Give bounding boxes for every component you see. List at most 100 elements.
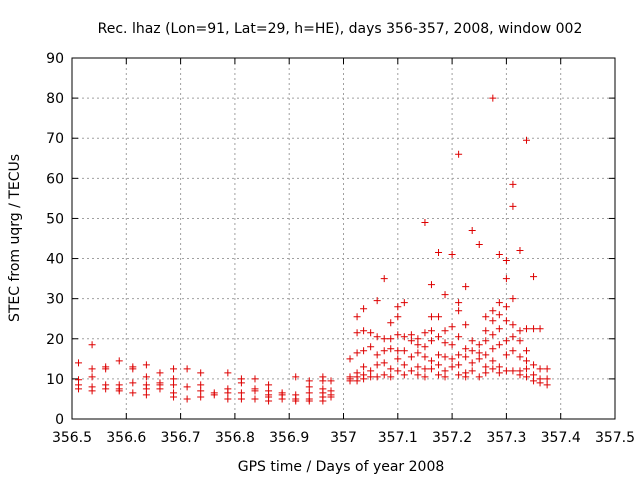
data-point [346, 355, 354, 363]
data-point [319, 397, 327, 405]
x-tick-label: 357.3 [486, 430, 526, 446]
data-point [407, 331, 415, 339]
data-point [462, 373, 470, 381]
data-point [530, 377, 538, 385]
data-point [170, 365, 178, 373]
data-point [360, 327, 368, 335]
data-point [522, 136, 530, 144]
data-point [414, 349, 422, 357]
data-point [489, 317, 497, 325]
data-point [502, 351, 510, 359]
data-point [489, 331, 497, 339]
data-point [489, 357, 497, 365]
data-point [536, 379, 544, 387]
data-point [142, 385, 150, 393]
data-point [142, 373, 150, 381]
x-tick-label: 356.6 [106, 430, 146, 446]
data-point [502, 275, 510, 283]
y-tick-label: 30 [46, 292, 64, 308]
data-point [536, 325, 544, 333]
data-point [427, 365, 435, 373]
data-point [265, 397, 273, 405]
data-point [482, 313, 490, 321]
data-point [237, 395, 245, 403]
data-point [427, 327, 435, 335]
data-point [407, 367, 415, 375]
data-point [367, 373, 375, 381]
data-point [421, 365, 429, 373]
data-point [448, 355, 456, 363]
data-point [509, 347, 517, 355]
data-point [183, 395, 191, 403]
data-point [414, 363, 422, 371]
data-point [380, 335, 388, 343]
data-point [441, 327, 449, 335]
data-point [292, 373, 300, 381]
data-point [522, 325, 530, 333]
data-point [441, 339, 449, 347]
data-point [394, 331, 402, 339]
data-point [319, 377, 327, 385]
data-point [489, 365, 497, 373]
data-point [292, 397, 300, 405]
x-tick-label: 356.7 [161, 430, 201, 446]
x-axis-label: GPS time / Days of year 2008 [238, 459, 445, 475]
data-point [380, 359, 388, 367]
data-point [421, 373, 429, 381]
data-point [353, 377, 361, 385]
data-point [489, 345, 497, 353]
data-point [522, 365, 530, 373]
data-point [346, 377, 354, 385]
data-point [156, 369, 164, 377]
data-point [502, 337, 510, 345]
data-point [394, 347, 402, 355]
data-point [441, 291, 449, 299]
x-tick-label: 356.9 [269, 430, 309, 446]
data-point [482, 363, 490, 371]
data-point [394, 355, 402, 363]
data-point [197, 381, 205, 389]
data-point [435, 351, 443, 359]
data-point [468, 347, 476, 355]
data-point [360, 363, 368, 371]
data-point [516, 327, 524, 335]
y-tick-label: 10 [46, 372, 64, 388]
x-tick-label: 356.5 [52, 430, 92, 446]
data-point [75, 359, 83, 367]
chart-title: Rec. lhaz (Lon=91, Lat=29, h=HE), days 3… [98, 21, 583, 37]
data-point [170, 381, 178, 389]
data-point [421, 329, 429, 337]
data-point [400, 347, 408, 355]
data-point [427, 357, 435, 365]
data-point [468, 367, 476, 375]
data-point [394, 367, 402, 375]
data-point [530, 273, 538, 281]
data-point [516, 337, 524, 345]
data-point [224, 395, 232, 403]
data-point [475, 355, 483, 363]
data-point [129, 365, 137, 373]
data-point [530, 325, 538, 333]
data-point [88, 365, 96, 373]
data-point [482, 327, 490, 335]
data-point [462, 283, 470, 291]
data-point [400, 371, 408, 379]
y-tick-label: 80 [46, 91, 64, 107]
data-point [495, 311, 503, 319]
data-point [353, 349, 361, 357]
data-point [197, 393, 205, 401]
data-point [380, 347, 388, 355]
data-point [197, 369, 205, 377]
data-point [421, 353, 429, 361]
data-point [373, 351, 381, 359]
data-point [327, 393, 335, 401]
y-axis-label: STEC from uqrg / TECUs [7, 154, 23, 322]
data-point [367, 343, 375, 351]
data-point [197, 387, 205, 395]
data-point [170, 375, 178, 383]
data-point [224, 369, 232, 377]
data-point [502, 367, 510, 375]
data-point [448, 323, 456, 331]
data-point [502, 257, 510, 265]
data-point [455, 333, 463, 341]
